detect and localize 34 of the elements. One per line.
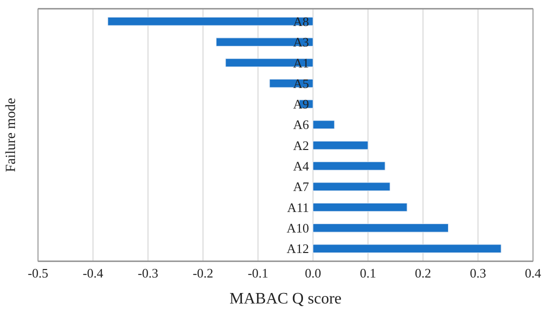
x-axis-title: MABAC Q score [230,290,342,308]
y-tick-label: A7 [293,179,310,194]
bar [225,58,314,68]
y-tick-label: A12 [286,241,309,256]
bar [312,244,502,253]
bar [312,162,386,170]
x-tick-label: -0.5 [28,266,48,281]
x-tick-label: -0.2 [192,266,214,281]
bar [312,182,390,192]
y-tick-label: A5 [293,76,309,91]
bar [312,120,335,130]
y-tick-label: A1 [293,55,309,70]
y-tick-label: A10 [286,220,309,236]
x-tick-label: 0.3 [470,266,486,281]
y-tick-label: A2 [293,138,309,153]
y-axis-title: Failure mode [4,98,20,172]
bar [216,38,314,46]
y-tick-label: A4 [293,158,310,174]
y-tick-label: A11 [287,200,309,215]
y-tick-label: A6 [293,117,310,132]
bar [312,202,408,212]
x-tick-label: 0.2 [414,266,432,281]
y-tick-label: A3 [293,34,309,50]
x-tick-label: 0.4 [524,266,542,281]
x-tick-label: 0.1 [360,266,376,281]
bar [108,17,314,26]
x-tick-label: -0.3 [138,266,158,281]
y-tick-label: A8 [293,14,309,29]
x-tick-label: -0.4 [82,266,104,281]
x-tick-label: -0.1 [248,266,268,281]
bar [269,78,314,88]
bar [312,224,449,232]
bar [312,140,368,150]
x-tick-label: 0.0 [304,266,322,281]
